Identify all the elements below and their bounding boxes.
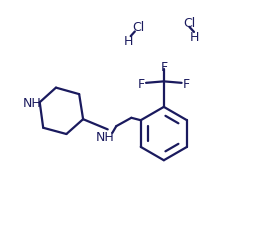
Text: NH: NH — [96, 131, 115, 144]
Text: F: F — [138, 78, 145, 91]
Text: H: H — [124, 35, 133, 48]
Text: F: F — [182, 78, 189, 91]
Text: F: F — [160, 61, 167, 73]
Text: Cl: Cl — [183, 17, 196, 30]
Text: Cl: Cl — [132, 21, 144, 34]
Text: NH: NH — [23, 96, 42, 109]
Text: H: H — [189, 30, 199, 43]
